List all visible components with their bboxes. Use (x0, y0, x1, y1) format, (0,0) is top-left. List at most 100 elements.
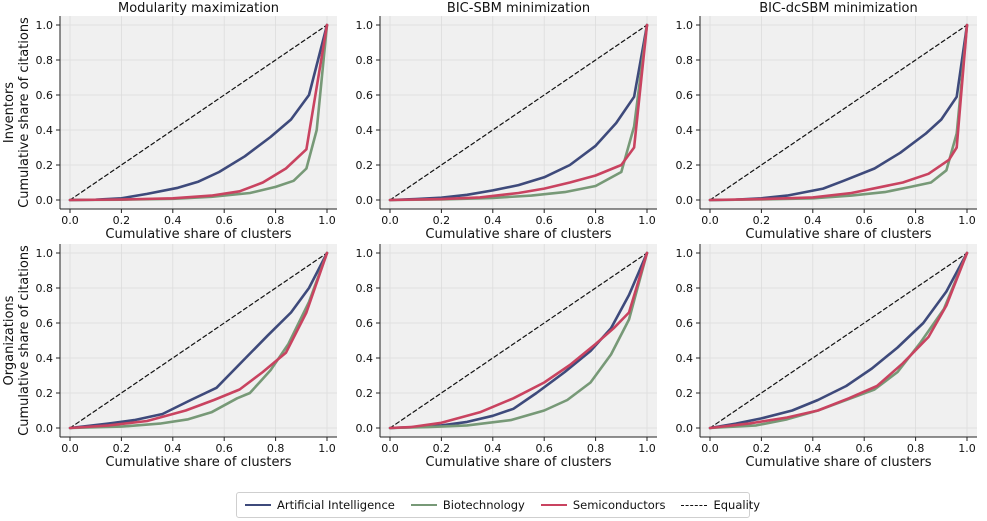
x-tick-label: 0.2 (433, 442, 451, 455)
y-tick-label: 0.0 (36, 422, 54, 435)
legend: Artificial Intelligence Biotechnology Se… (236, 492, 760, 518)
series-line-biotechnology (388, 251, 649, 430)
x-tick-label: 0.0 (61, 214, 79, 227)
panel-r1-c0: 0.0 0.2 0.4 0.6 0.8 1.0 0.0 0.2 0.4 0.6 0.8 1.0 Cumu… (2, 244, 337, 470)
x-tick-label: 0.6 (535, 214, 553, 227)
legend-item-ai: Artificial Intelligence (245, 498, 395, 512)
x-tick-label: 1.0 (318, 442, 336, 455)
panel-r1-c1: 0.0 0.2 0.4 0.6 0.8 1.0 0.0 0.2 0.4 0.6 0.8 1.0 Cumu… (356, 244, 657, 470)
x-tick-label: 0.0 (701, 214, 719, 227)
x-axis-label: Cumulative share of clusters (425, 455, 611, 470)
x-tick-label: 0.4 (164, 214, 182, 227)
y-tick-label: 0.2 (36, 387, 54, 400)
legend-label-equality: Equality (713, 498, 761, 512)
series-line-artificial-intelligence (708, 251, 969, 430)
y-tick-label: 0.4 (356, 124, 374, 137)
x-tick-label: 0.6 (855, 214, 873, 227)
x-tick-label: 0.4 (804, 442, 822, 455)
series-line-semiconductors (68, 23, 329, 202)
series-line-semiconductors (388, 251, 649, 430)
series-line-equality (389, 24, 648, 201)
row-label-group: Organizations (2, 295, 17, 385)
panel-r0-c2: 0.0 0.2 0.4 0.6 0.8 1.0 0.0 0.2 0.4 0.6 0.8 1.0 BIC-… (676, 1, 977, 242)
series-line-equality (69, 24, 328, 201)
x-tick-label: 0.8 (587, 214, 605, 227)
x-tick-label: 0.4 (164, 442, 182, 455)
y-tick-label: 0.0 (676, 422, 694, 435)
y-tick-label: 1.0 (356, 247, 374, 260)
x-tick-label: 0.4 (484, 442, 502, 455)
legend-swatch-equality (681, 504, 708, 506)
y-tick-label: 1.0 (36, 247, 54, 260)
y-axis-label: Cumulative share of citations (17, 17, 32, 208)
x-tick-label: 0.8 (267, 442, 285, 455)
x-tick-label: 0.6 (535, 442, 553, 455)
y-tick-label: 0.2 (36, 159, 54, 172)
y-tick-label: 0.4 (676, 124, 694, 137)
x-tick-label: 1.0 (958, 442, 976, 455)
series-line-semiconductors (708, 251, 969, 430)
y-tick-label: 0.6 (36, 89, 54, 102)
legend-item-semiconductors: Semiconductors (540, 498, 666, 512)
y-tick-label: 1.0 (356, 19, 374, 32)
y-tick-label: 0.4 (36, 124, 54, 137)
x-tick-label: 0.8 (907, 442, 925, 455)
row-label-group: Inventors (2, 82, 17, 143)
y-tick-label: 0.0 (36, 194, 54, 207)
x-tick-label: 0.8 (587, 442, 605, 455)
x-tick-label: 0.2 (113, 442, 131, 455)
x-tick-label: 0.4 (484, 214, 502, 227)
y-tick-label: 1.0 (676, 19, 694, 32)
series-line-semiconductors (708, 23, 969, 202)
x-tick-label: 1.0 (318, 214, 336, 227)
series-line-artificial-intelligence (68, 251, 329, 430)
x-tick-label: 0.0 (381, 214, 399, 227)
x-tick-label: 0.0 (701, 442, 719, 455)
series-line-semiconductors (68, 251, 329, 430)
x-axis-label: Cumulative share of clusters (745, 455, 931, 470)
x-tick-label: 0.6 (215, 442, 233, 455)
x-tick-label: 1.0 (958, 214, 976, 227)
x-tick-label: 0.8 (267, 214, 285, 227)
y-tick-label: 0.8 (676, 282, 694, 295)
x-tick-label: 0.4 (804, 214, 822, 227)
series-line-biotechnology (708, 251, 969, 430)
series-line-semiconductors (388, 23, 649, 202)
x-axis-label: Cumulative share of clusters (105, 227, 291, 242)
y-tick-label: 1.0 (36, 19, 54, 32)
y-tick-label: 0.8 (676, 54, 694, 67)
panel-title: BIC-dcSBM minimization (759, 1, 918, 16)
y-tick-label: 0.8 (356, 54, 374, 67)
x-axis-label: Cumulative share of clusters (745, 227, 931, 242)
y-tick-label: 0.4 (676, 352, 694, 365)
legend-item-biotech: Biotechnology (410, 498, 525, 512)
legend-swatch-ai (245, 504, 271, 506)
x-tick-label: 0.2 (753, 214, 771, 227)
legend-label-semiconductors: Semiconductors (572, 498, 666, 512)
series-line-equality (389, 252, 648, 429)
y-tick-label: 0.6 (676, 89, 694, 102)
y-tick-label: 0.8 (36, 54, 54, 67)
x-tick-label: 0.0 (61, 442, 79, 455)
x-tick-label: 0.2 (753, 442, 771, 455)
series-line-biotechnology (68, 251, 329, 430)
y-tick-label: 0.4 (36, 352, 54, 365)
x-axis-label: Cumulative share of clusters (105, 455, 291, 470)
panel-r0-c1: 0.0 0.2 0.4 0.6 0.8 1.0 0.0 0.2 0.4 0.6 0.8 1.0 BIC-… (356, 1, 657, 242)
y-tick-label: 0.8 (356, 282, 374, 295)
y-tick-label: 0.0 (356, 194, 374, 207)
x-tick-label: 0.6 (855, 442, 873, 455)
series-line-equality (69, 252, 328, 429)
y-tick-label: 0.0 (676, 194, 694, 207)
panel-r1-c2: 0.0 0.2 0.4 0.6 0.8 1.0 0.0 0.2 0.4 0.6 0.8 1.0 Cumu… (676, 244, 977, 470)
legend-label-ai: Artificial Intelligence (277, 498, 395, 512)
y-tick-label: 0.6 (676, 317, 694, 330)
panel-title: BIC-SBM minimization (447, 1, 590, 16)
y-axis-label: Cumulative share of citations (17, 245, 32, 436)
legend-swatch-biotech (410, 504, 437, 506)
y-tick-label: 0.8 (36, 282, 54, 295)
legend-swatch-semiconductors (540, 504, 567, 506)
panel-title: Modularity maximization (118, 1, 279, 16)
y-tick-label: 0.4 (356, 352, 374, 365)
